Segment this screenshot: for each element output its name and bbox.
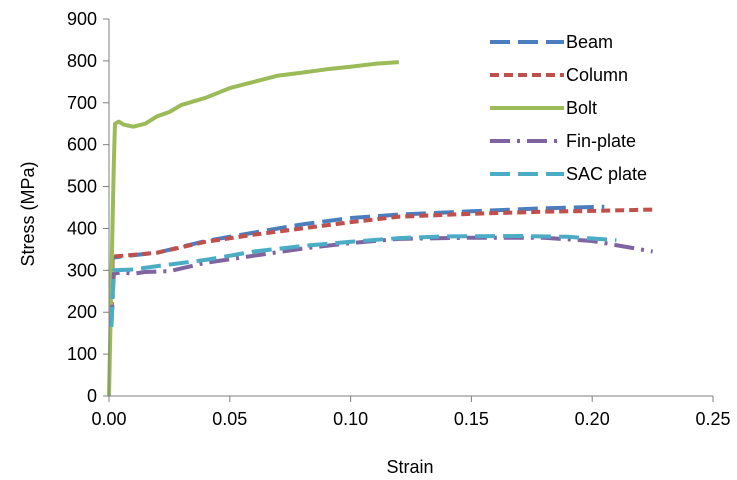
x-tick-label: 0.00 xyxy=(91,409,126,429)
series-line-column xyxy=(109,207,653,325)
x-tick-label: 0.10 xyxy=(333,409,368,429)
series-line-sac-plate xyxy=(109,234,617,327)
y-tick-label: 900 xyxy=(67,9,97,29)
y-tick-label: 500 xyxy=(67,177,97,197)
axes-layer: 0 100 200 300 400 500 600 700 800 900 0.00 0.05 0.10… xyxy=(67,9,731,429)
y-tick-label: 100 xyxy=(67,344,97,364)
legend-label: Beam xyxy=(566,32,613,52)
legend-label: SAC plate xyxy=(566,164,647,184)
y-tick-label: 600 xyxy=(67,135,97,155)
x-tick-label: 0.25 xyxy=(695,409,730,429)
legend-label: Column xyxy=(566,65,628,85)
legend: Beam Column Bolt Fin-plate SAC plate xyxy=(490,32,647,184)
legend-label: Fin-plate xyxy=(566,131,636,151)
series-layer xyxy=(107,60,653,397)
y-tick-label: 400 xyxy=(67,218,97,238)
y-tick-label: 0 xyxy=(87,386,97,406)
y-tick-label: 800 xyxy=(67,51,97,71)
y-axis-title: Stress (MPa) xyxy=(18,161,38,266)
x-axis-title: Strain xyxy=(386,457,433,477)
series-line-fin-plate xyxy=(109,235,653,325)
y-tick-label: 300 xyxy=(67,260,97,280)
x-tick-label: 0.05 xyxy=(212,409,247,429)
series-line-bolt xyxy=(107,60,400,397)
legend-label: Bolt xyxy=(566,98,597,118)
x-tick-label: 0.15 xyxy=(454,409,489,429)
y-tick-label: 200 xyxy=(67,302,97,322)
y-tick-label: 700 xyxy=(67,93,97,113)
x-tick-label: 0.20 xyxy=(575,409,610,429)
